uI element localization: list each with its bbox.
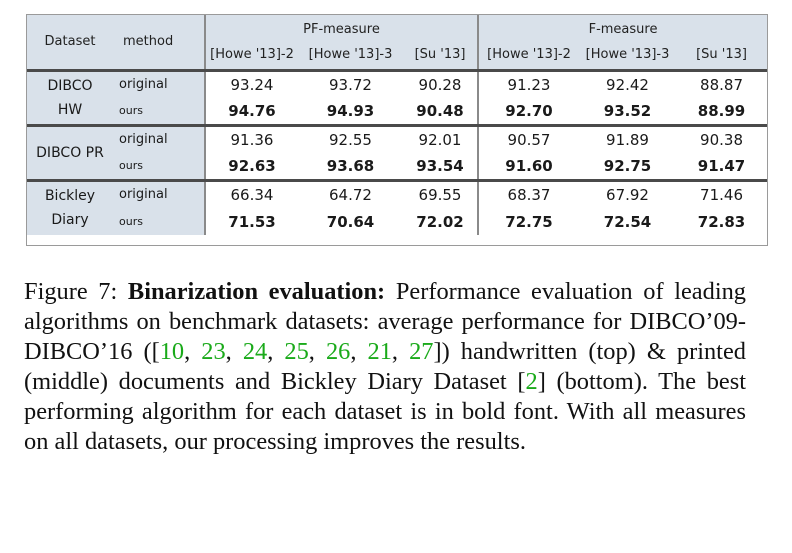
- value-cell: 68.37: [477, 178, 580, 208]
- value-cell: 90.38: [676, 123, 768, 153]
- value-cell: 90.28: [403, 68, 479, 98]
- caption-title: Binarization evaluation:: [127, 278, 386, 305]
- table-row: DIBCO HW original 93.24 93.72 90.28 91.2…: [27, 68, 768, 125]
- header-col-4: [Howe '13]-2: [477, 41, 580, 70]
- header-row-columns: [Howe '13]-2 [Howe '13]-3 [Su '13] [Howe…: [27, 41, 768, 70]
- caption-text: Performance evaluation of leading algori…: [24, 278, 746, 365]
- caption-text: ]) handwritten (top) & printed (middle) …: [24, 337, 746, 395]
- value-cell: 91.89: [579, 123, 677, 153]
- dataset-name-line: Diary: [51, 212, 89, 229]
- value-cell: 90.57: [477, 123, 580, 153]
- value-cell-best: 93.52: [579, 98, 677, 125]
- dataset-name-line: DIBCO PR: [36, 144, 104, 161]
- value-cell-best: 72.02: [403, 208, 479, 235]
- value-cell-best: 91.47: [676, 153, 768, 180]
- method-cell: ours: [113, 98, 205, 125]
- header-col-6: [Su '13]: [676, 41, 768, 70]
- value-cell: 91.23: [477, 68, 580, 98]
- method-cell: original: [113, 178, 205, 208]
- value-cell-best: 93.54: [403, 153, 479, 180]
- figure-label: Figure 7:: [24, 278, 118, 305]
- method-cell: original: [113, 123, 205, 153]
- value-cell: 64.72: [298, 178, 403, 208]
- citation-link[interactable]: 10: [159, 337, 185, 365]
- value-cell: 92.55: [298, 123, 403, 153]
- value-cell-best: 94.93: [298, 98, 403, 125]
- value-cell: 69.55: [403, 178, 479, 208]
- value-cell-best: 91.60: [477, 153, 580, 180]
- value-cell-best: 92.75: [579, 153, 677, 180]
- method-cell: ours: [113, 208, 205, 235]
- citation-link[interactable]: 27: [409, 337, 434, 365]
- value-cell-best: 93.68: [298, 153, 403, 180]
- header-row-groups: Dataset method PF-measure F-measure: [27, 15, 768, 70]
- results-table: Dataset method PF-measure F-measure [How…: [27, 15, 768, 235]
- dataset-name-line: Bickley: [44, 188, 96, 205]
- value-cell: 91.36: [204, 123, 298, 153]
- figure-caption: Figure 7: Binarization evaluation: Perfo…: [24, 278, 747, 455]
- value-cell: 71.46: [676, 178, 768, 208]
- citation-link[interactable]: 23: [201, 337, 226, 365]
- citation-link[interactable]: 24: [242, 337, 268, 365]
- header-group-pf-measure: PF-measure: [203, 15, 479, 41]
- caption-text: ] (bottom). The best performing algorith…: [24, 367, 747, 455]
- value-cell-best: 92.70: [477, 98, 580, 125]
- value-cell-best: 72.83: [676, 208, 768, 235]
- method-cell: ours: [113, 153, 205, 180]
- value-cell: 93.24: [204, 68, 298, 98]
- value-cell: 92.01: [403, 123, 479, 153]
- value-cell: 88.87: [676, 68, 768, 98]
- dataset-cell-bickley-diary: Bickley Diary: [27, 178, 113, 235]
- header-group-f-measure: F-measure: [477, 15, 768, 41]
- value-cell: 67.92: [579, 178, 677, 208]
- citation-link[interactable]: 21: [367, 337, 392, 365]
- table-row: Bickley Diary original 66.34 64.72 69.55…: [27, 178, 768, 235]
- value-cell-best: 94.76: [204, 98, 298, 125]
- header-col-1: [Howe '13]-2: [204, 41, 298, 70]
- citation-link[interactable]: 25: [284, 337, 309, 365]
- header-col-2: [Howe '13]-3: [298, 41, 403, 70]
- value-cell-best: 70.64: [298, 208, 403, 235]
- header-dataset: Dataset: [27, 15, 113, 70]
- table-row: ours 71.53 70.64 72.02 72.75 72.54 72.83: [27, 208, 768, 235]
- value-cell-best: 92.63: [204, 153, 298, 180]
- dataset-cell-dibco-hw: DIBCO HW: [27, 68, 113, 125]
- method-cell: original: [113, 68, 205, 98]
- value-cell-best: 72.54: [579, 208, 677, 235]
- table-row: DIBCO PR original 91.36 92.55 92.01 90.5…: [27, 123, 768, 180]
- value-cell: 92.42: [579, 68, 677, 98]
- table-row: ours 94.76 94.93 90.48 92.70 93.52 88.99: [27, 98, 768, 125]
- table-row: ours 92.63 93.68 93.54 91.60 92.75 91.47: [27, 153, 768, 180]
- citation-link[interactable]: 2: [525, 367, 538, 395]
- header-method: method: [113, 15, 205, 70]
- header-col-5: [Howe '13]-3: [579, 41, 677, 70]
- value-cell: 66.34: [204, 178, 298, 208]
- value-cell-best: 90.48: [403, 98, 479, 125]
- header-col-3: [Su '13]: [403, 41, 479, 70]
- dataset-name-line: HW: [57, 101, 83, 118]
- value-cell-best: 88.99: [676, 98, 768, 125]
- citation-link[interactable]: 26: [325, 337, 351, 365]
- dataset-cell-dibco-pr: DIBCO PR: [27, 123, 113, 180]
- value-cell: 93.72: [298, 68, 403, 98]
- value-cell-best: 72.75: [477, 208, 580, 235]
- value-cell-best: 71.53: [204, 208, 298, 235]
- dataset-name-line: DIBCO: [47, 77, 93, 94]
